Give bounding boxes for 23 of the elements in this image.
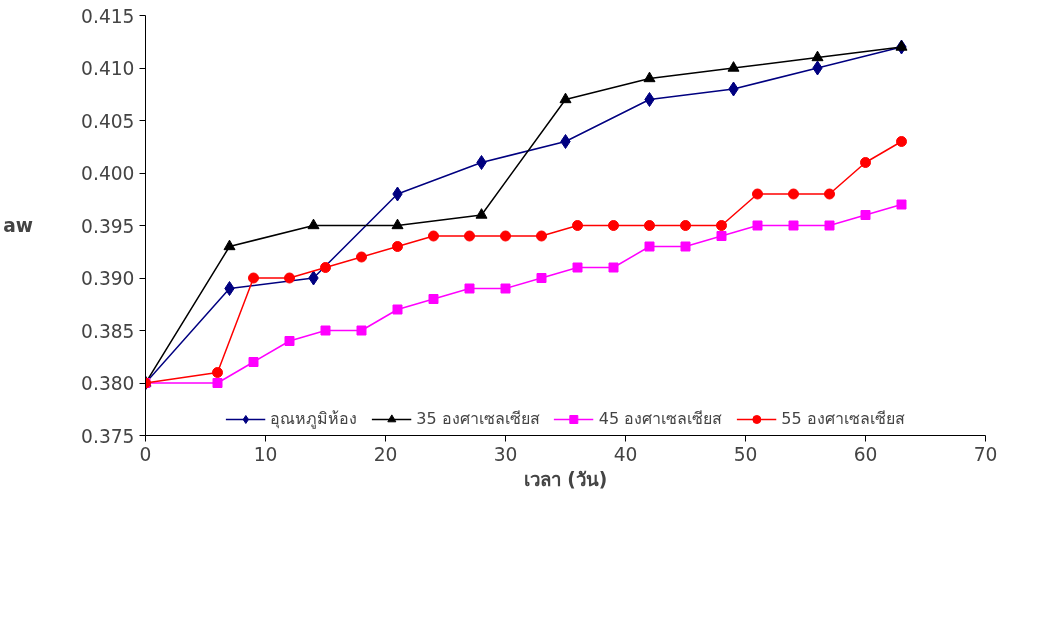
y-tick-label: 0.380 xyxy=(81,373,135,394)
y-tick-label: 0.410 xyxy=(81,58,135,79)
y-tick-label: 0.395 xyxy=(81,215,135,237)
y-tick-label: 0.415 xyxy=(81,5,135,27)
y-tick-label: 0.375 xyxy=(81,425,135,447)
y-tick-label: 0.400 xyxy=(81,163,135,184)
x-tick-label: 40 xyxy=(613,443,638,465)
x-tick-label: 30 xyxy=(493,443,518,465)
legend-label: อุณหภูมิห้อง xyxy=(270,408,358,431)
y-tick-label: 0.385 xyxy=(81,320,135,342)
legend-label: 55 องศาเซลเซียส xyxy=(781,408,905,430)
x-tick-label: 20 xyxy=(373,443,398,465)
x-tick-label: 60 xyxy=(853,443,878,465)
y-tick-label: 0.390 xyxy=(81,268,135,289)
x-axis-title: เวลา (วัน) xyxy=(523,468,608,490)
x-tick-label: 70 xyxy=(973,443,998,465)
legend-label: 45 องศาเซลเซียส xyxy=(598,408,723,430)
y-axis-title: aw xyxy=(3,215,34,236)
y-tick-label: 0.405 xyxy=(81,110,135,132)
legend-label: 35 องศาเซลเซียส xyxy=(416,408,540,430)
x-tick-label: 50 xyxy=(733,443,758,465)
x-tick-label: 10 xyxy=(253,443,278,465)
x-tick-label: 0 xyxy=(139,443,152,465)
